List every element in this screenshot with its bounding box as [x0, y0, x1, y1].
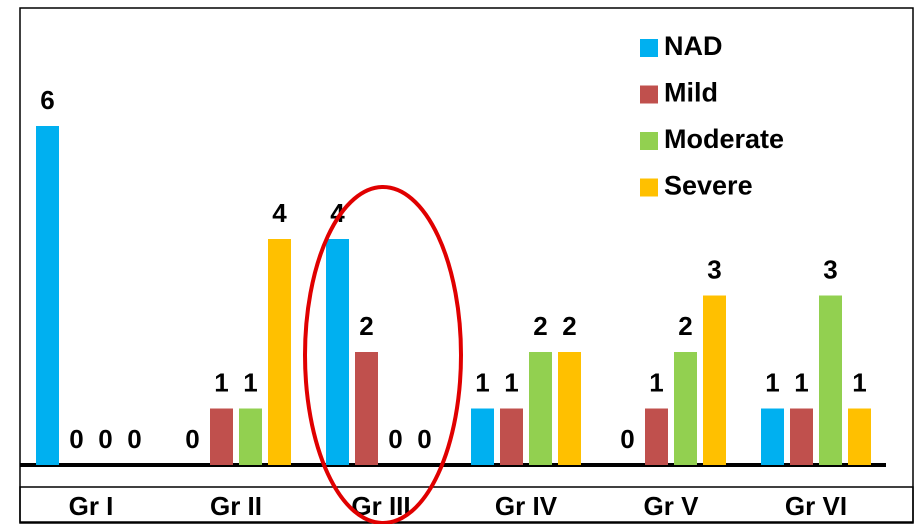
legend-swatch	[640, 132, 658, 150]
data-label: 1	[649, 367, 663, 397]
data-label: 1	[794, 367, 808, 397]
data-label: 0	[620, 424, 634, 454]
bar	[819, 295, 842, 465]
bar	[674, 352, 697, 465]
bar	[500, 408, 523, 465]
bar	[36, 126, 59, 465]
data-label: 1	[214, 367, 228, 397]
bar	[703, 295, 726, 465]
data-label: 0	[417, 424, 431, 454]
chart-border	[19, 7, 914, 523]
data-label: 1	[852, 367, 866, 397]
x-tick-label: Gr VI	[785, 491, 847, 521]
bar	[210, 408, 233, 465]
legend-swatch	[640, 178, 658, 197]
data-label: 3	[823, 254, 837, 284]
data-label: 2	[678, 311, 692, 341]
data-label: 0	[127, 424, 141, 454]
legend-label: Mild	[664, 78, 718, 108]
data-label: 2	[359, 311, 373, 341]
data-label: 0	[388, 424, 402, 454]
bar	[355, 352, 378, 465]
bar	[790, 408, 813, 465]
data-label: 4	[272, 198, 287, 228]
bar	[645, 408, 668, 465]
data-label: 1	[475, 367, 489, 397]
legend-label: NAD	[664, 31, 723, 61]
x-tick-label: Gr I	[69, 491, 114, 521]
category-row	[19, 486, 914, 524]
data-label: 2	[562, 311, 576, 341]
data-label: 3	[707, 254, 721, 284]
bar	[326, 239, 349, 465]
x-tick-label: Gr V	[644, 491, 700, 521]
data-label: 2	[533, 311, 547, 341]
legend-label: Severe	[664, 171, 753, 201]
data-label: 1	[504, 367, 518, 397]
bar	[239, 408, 262, 465]
bar	[471, 408, 494, 465]
data-label: 6	[40, 85, 54, 115]
data-label: 0	[185, 424, 199, 454]
bar	[761, 408, 784, 465]
highlight-ellipse	[303, 185, 463, 524]
x-tick-label: Gr IV	[495, 491, 558, 521]
legend-label: Moderate	[664, 124, 784, 154]
bar	[529, 352, 552, 465]
bar	[558, 352, 581, 465]
bar	[848, 408, 871, 465]
legend-swatch	[640, 85, 658, 104]
data-label: 0	[69, 424, 83, 454]
legend-swatch	[640, 39, 658, 57]
data-label: 1	[765, 367, 779, 397]
x-tick-label: Gr II	[210, 491, 262, 521]
data-label: 0	[98, 424, 112, 454]
data-label: 1	[243, 367, 257, 397]
bar	[268, 239, 291, 465]
